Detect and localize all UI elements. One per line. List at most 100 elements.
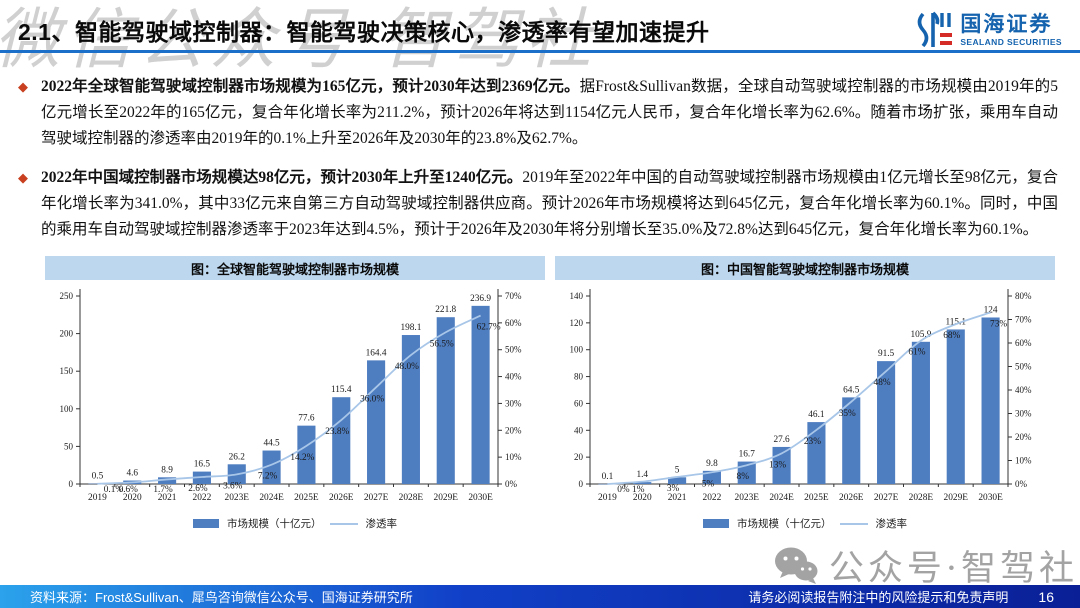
svg-text:73%: 73% [990,319,1007,329]
svg-text:2023E: 2023E [735,493,760,503]
bullet-text: 2022年中国域控制器市场规模达98亿元，预计2030年上升至1240亿元。20… [41,165,1058,243]
bullet-item-global: ◆ 2022年全球智能驾驶域控制器市场规模为165亿元，预计2030年达到236… [18,74,1058,152]
svg-text:2023E: 2023E [225,493,250,503]
svg-text:2019: 2019 [88,493,107,503]
svg-text:23.8%: 23.8% [325,427,349,437]
svg-text:2030E: 2030E [978,493,1003,503]
svg-text:23%: 23% [804,437,821,447]
svg-text:80%: 80% [1015,291,1032,301]
svg-text:10%: 10% [505,452,522,462]
svg-text:2027E: 2027E [874,493,899,503]
svg-text:2019: 2019 [598,493,617,503]
legend-line-swatch [329,522,358,525]
svg-text:10%: 10% [1015,456,1032,466]
summary-bullets: ◆ 2022年全球智能驾驶域控制器市场规模为165亿元，预计2030年达到236… [18,74,1058,243]
svg-text:140: 140 [570,291,584,301]
svg-text:0: 0 [579,479,584,489]
wechat-icon [774,547,818,584]
svg-text:8%: 8% [737,472,750,482]
svg-text:60: 60 [574,398,584,408]
svg-text:77.6: 77.6 [298,414,315,424]
svg-text:46.1: 46.1 [808,410,825,420]
svg-text:62.7%: 62.7% [477,323,501,333]
svg-text:2025E: 2025E [804,493,829,503]
svg-text:16.5: 16.5 [194,460,211,470]
svg-text:2027E: 2027E [364,493,389,503]
chart-title-china: 图：中国智能驾驶域控制器市场规模 [555,256,1055,280]
svg-text:40: 40 [574,425,584,435]
svg-text:2028E: 2028E [909,493,934,503]
svg-text:0: 0 [69,479,74,489]
svg-text:2022: 2022 [193,493,212,503]
svg-text:20: 20 [574,452,584,462]
svg-text:30%: 30% [1015,409,1032,419]
china-market-chart: 0204060801001201400%10%20%30%40%50%60%70… [570,289,1032,503]
page-number: 16 [1038,588,1054,605]
svg-text:0%: 0% [1015,479,1028,489]
svg-text:100: 100 [570,345,584,355]
svg-text:48.0%: 48.0% [395,362,419,372]
svg-text:2024E: 2024E [259,493,284,503]
legend-line-label: 渗透率 [365,518,398,530]
svg-text:3%: 3% [667,484,680,494]
chart-legend-global: 市场规模（十亿元） 渗透率 [45,516,545,531]
svg-text:3.6%: 3.6% [223,481,243,491]
logo-name: 国海证券 [960,12,1053,36]
chart-legend-china: 市场规模（十亿元） 渗透率 [555,516,1055,531]
svg-text:2020: 2020 [123,493,142,503]
disclaimer-text: 请务必阅读报告附注中的风险提示和免责声明 [748,590,1009,605]
svg-text:36.0%: 36.0% [360,394,384,404]
svg-text:20%: 20% [505,425,522,435]
svg-text:26.2: 26.2 [229,452,246,462]
legend-bar-swatch [703,519,729,528]
svg-text:48%: 48% [874,378,891,388]
svg-text:14.2%: 14.2% [290,453,314,463]
chart-title-global: 图：全球智能驾驶域控制器市场规模 [45,256,545,280]
svg-text:44.5: 44.5 [263,439,280,449]
header: 2.1、智能驾驶域控制器：智能驾驶决策核心，渗透率有望加速提升 国海证券 SEA… [0,0,1080,52]
svg-text:5%: 5% [702,479,715,489]
footer-bar: 资料来源：Frost&Sullivan、犀鸟咨询微信公众号、国海证券研究所 请务… [0,585,1080,608]
svg-text:0.1: 0.1 [602,472,614,482]
svg-text:236.9: 236.9 [470,294,491,304]
svg-text:56.5%: 56.5% [430,339,454,349]
svg-text:0%: 0% [617,485,630,495]
bullet-lead: 2022年中国域控制器市场规模达98亿元，预计2030年上升至1240亿元。 [41,169,523,186]
svg-text:64.5: 64.5 [843,385,860,395]
bullet-body: 据Frost&Sullivan数据，全球自动驾驶域控制器的市场规模由2019年的… [41,78,1058,147]
svg-text:0.6%: 0.6% [119,485,139,495]
legend-bar-swatch [193,519,219,528]
logo-text: 国海证券 SEALAND SECURITIES [960,14,1062,47]
global-market-chart: 0 50 100 150 200 250 0% 10% 20% 30% 40% 50% 60% 70% 0.… [60,289,522,503]
svg-text:16.7: 16.7 [739,450,756,460]
sealand-logo-icon [918,11,953,48]
bullet-lead: 2022年全球智能驾驶域控制器市场规模为165亿元，预计2030年达到2369亿… [41,78,580,95]
svg-text:105.9: 105.9 [910,330,931,340]
svg-text:91.5: 91.5 [878,349,895,359]
svg-text:68%: 68% [943,331,960,341]
svg-text:7.2%: 7.2% [258,472,278,482]
svg-text:198.1: 198.1 [400,323,421,333]
svg-text:0%: 0% [505,479,518,489]
svg-text:1%: 1% [632,485,645,495]
svg-text:2029E: 2029E [944,493,969,503]
svg-text:2020: 2020 [633,493,652,503]
svg-text:115.4: 115.4 [331,385,352,395]
svg-text:70%: 70% [1015,315,1032,325]
chart-panel-global: 图：全球智能驾驶域控制器市场规模 0 50 100 150 200 250 0% 10% 20%… [45,256,545,531]
svg-text:100: 100 [60,404,74,414]
svg-text:50%: 50% [1015,362,1032,372]
bullet-diamond-icon: ◆ [18,170,28,185]
svg-text:40%: 40% [1015,385,1032,395]
svg-text:1.4: 1.4 [636,470,648,480]
svg-text:2021: 2021 [158,493,177,503]
svg-text:0.5: 0.5 [92,472,104,482]
logo-subtitle: SEALAND SECURITIES [960,36,1062,47]
svg-text:61%: 61% [908,348,925,358]
chart-panel-china: 图：中国智能驾驶域控制器市场规模 0 20 40 60 80 100 120 140 0% 10%… [555,256,1055,531]
footer-right: 请务必阅读报告附注中的风险提示和免责声明 16 [748,587,1054,606]
legend-bar-label: 市场规模（十亿元） [227,518,322,530]
bullet-text: 2022年全球智能驾驶域控制器市场规模为165亿元，预计2030年达到2369亿… [41,74,1058,152]
svg-text:200: 200 [60,329,74,339]
